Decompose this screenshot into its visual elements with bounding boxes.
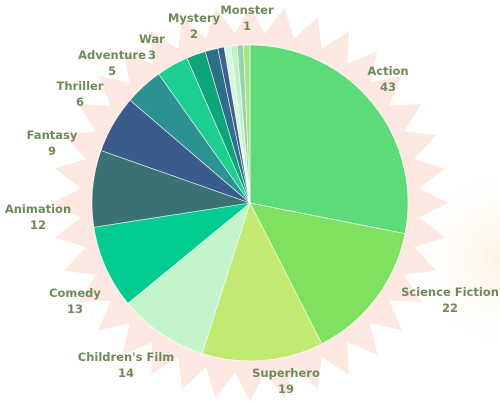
slice-value-adventure: 5 [108,64,116,78]
slice-value-fantasy: 9 [48,144,56,158]
slice-label-animation: Animation [5,202,71,216]
slice-value-superhero: 19 [278,382,294,396]
slice-label-mystery: Mystery [168,11,221,25]
slice-label-superhero: Superhero [252,366,320,380]
slice-label-children-s-film: Children's Film [78,350,175,364]
slice-value-comedy: 13 [67,302,83,316]
slice-label-science-fiction: Science Fiction [401,285,499,299]
slice-label-war: War [139,32,165,46]
slice-value-science-fiction: 22 [442,301,458,315]
slice-label-thriller: Thriller [57,79,104,93]
slice-label-adventure: Adventure [78,48,146,62]
pie-slice-comedy [93,202,252,304]
slice-value-animation: 12 [30,218,46,232]
slice-value-mystery: 2 [190,27,198,41]
slice-label-monster: Monster [220,3,274,17]
pie-slices [91,44,409,362]
pie-slice-superhero [201,202,323,362]
slice-label-fantasy: Fantasy [27,128,78,142]
slice-label-action: Action [367,64,408,78]
pie-slice-science-fiction [249,202,406,345]
slice-value-children-s-film: 14 [118,366,134,380]
pie-slice-action [249,44,409,234]
slice-value-war: 3 [148,48,156,62]
slice-value-thriller: 6 [76,95,84,109]
pie-slice-unlabeled-15 [243,44,251,204]
slice-label-comedy: Comedy [49,286,101,300]
slice-value-monster: 1 [243,19,251,33]
pie-slice-children-s-film [127,202,251,354]
slice-value-action: 43 [380,80,396,94]
